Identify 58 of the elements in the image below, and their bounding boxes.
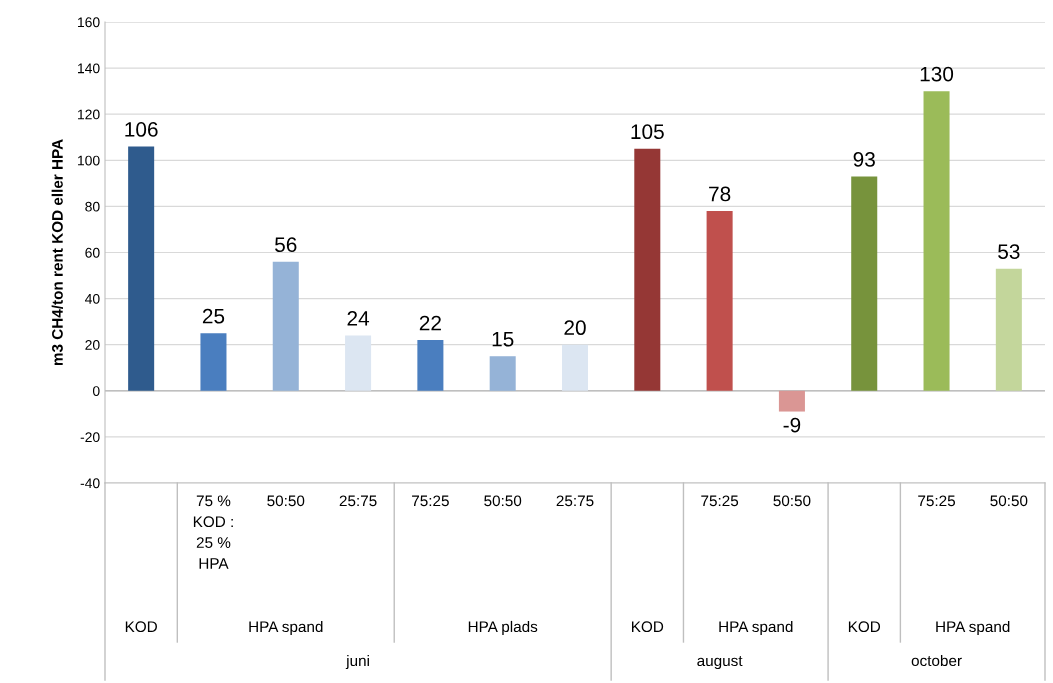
y-tick-label: -40 — [80, 478, 100, 489]
data-label: 24 — [347, 311, 370, 326]
text: HPA plads — [468, 620, 538, 636]
bar — [200, 333, 227, 391]
data-label: 93 — [853, 152, 875, 167]
bar — [561, 344, 589, 391]
bar — [634, 148, 661, 391]
text: august — [697, 656, 743, 670]
x-tick-label: 25:75 — [339, 495, 377, 507]
text: HPA spand — [249, 620, 323, 636]
x-tick-label: 50:50 — [267, 495, 305, 507]
data-label: 56 — [275, 237, 297, 253]
data-label: 15 — [492, 332, 514, 347]
text: KOD — [848, 621, 881, 633]
data-label: 130 — [920, 66, 954, 82]
x-tick-label: 50:50 — [990, 495, 1028, 507]
y-tick-label: 40 — [85, 293, 100, 304]
data-label: 20 — [564, 320, 586, 336]
y-tick-label: 20 — [85, 340, 100, 350]
data-label: 105 — [631, 124, 664, 140]
bar — [345, 335, 372, 391]
data-label: 25 — [202, 308, 225, 324]
text: october — [911, 654, 962, 667]
text: KOD — [632, 621, 664, 633]
x-tick-label: 50:50 — [484, 495, 522, 507]
y-tick-label: 160 — [78, 17, 100, 28]
bar — [706, 211, 733, 391]
x-tick-label: 25:75 — [556, 495, 594, 507]
bar — [778, 390, 805, 412]
y-tick-label: 80 — [85, 201, 100, 212]
y-tick-label: 120 — [78, 109, 100, 120]
data-label: 22 — [419, 315, 441, 331]
bar — [272, 261, 299, 391]
data-label: -9 — [783, 417, 801, 433]
text: HPA spand — [719, 620, 793, 636]
y-tick-label: -20 — [80, 432, 100, 443]
bar — [923, 91, 950, 391]
x-tick-label: 75:25 — [918, 495, 956, 507]
x-tick-label: 75:25 — [701, 495, 739, 507]
y-axis-title: m3 CH4/ton rent KOD eller HPA — [51, 139, 63, 366]
text: KOD — [125, 621, 157, 633]
data-label: 53 — [998, 244, 1020, 259]
x-tick-label: 75:25 — [412, 495, 449, 507]
bar — [417, 340, 444, 391]
x-tick-label: 75 % KOD : 25 % HPA — [193, 495, 233, 569]
data-label: 106 — [125, 122, 158, 137]
text: juni — [345, 654, 369, 670]
bar — [995, 268, 1022, 391]
text: HPA spand — [936, 620, 1010, 636]
y-tick-label: 100 — [78, 155, 100, 166]
data-label: 78 — [709, 186, 731, 202]
bar — [128, 146, 155, 391]
bar — [489, 356, 516, 391]
bar — [851, 176, 878, 391]
x-tick-label: 50:50 — [773, 495, 811, 507]
y-tick-label: 0 — [92, 386, 100, 396]
y-tick-label: 60 — [85, 247, 100, 258]
y-tick-label: 140 — [78, 63, 100, 74]
